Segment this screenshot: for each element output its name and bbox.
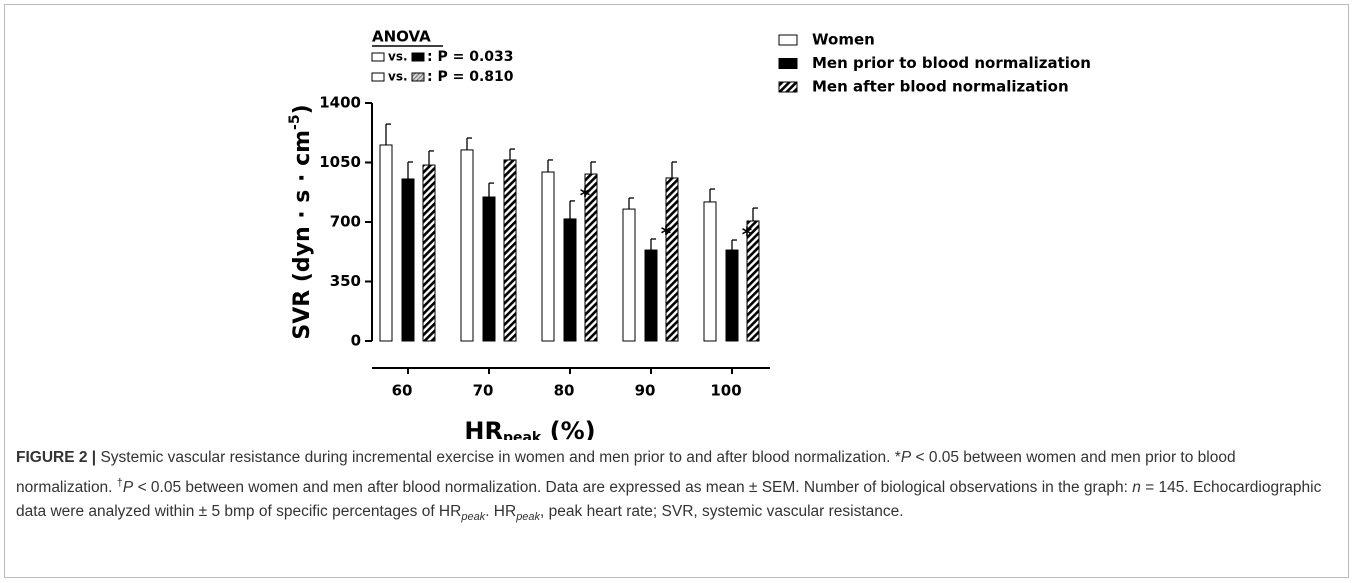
bar	[563, 218, 577, 342]
x-tick-label: 100	[710, 382, 741, 400]
legend-swatch	[778, 81, 798, 93]
y-axis-label-part: )	[290, 104, 315, 114]
anova-vs: vs.	[388, 50, 408, 64]
caption-label: FIGURE 2 |	[16, 449, 97, 466]
x-axis-label-part: peak	[503, 430, 542, 440]
anova-title: ANOVA	[372, 28, 431, 46]
caption-text: P	[122, 478, 134, 496]
anova-swatch	[371, 72, 385, 82]
legend-label: Men after blood normalization	[812, 78, 1069, 96]
y-tick-label: 350	[330, 272, 361, 290]
anova-swatch	[371, 52, 385, 62]
x-tick-label: 80	[554, 382, 575, 400]
caption-text: peak	[516, 511, 541, 524]
significance-marker: *	[661, 222, 672, 246]
y-tick-label: 0	[351, 332, 361, 350]
caption-text: = 145. Echocardiographic data were analy…	[16, 478, 1322, 521]
caption-text: < 0.05 between women and men after blood…	[133, 478, 1133, 496]
bar	[482, 196, 496, 342]
bar	[541, 171, 555, 342]
anova-swatch	[411, 52, 425, 62]
caption-text: , peak heart rate; SVR, systemic vascula…	[540, 503, 904, 521]
significance-marker: *	[742, 223, 753, 247]
bar	[584, 173, 598, 342]
bar	[703, 201, 717, 342]
y-tick-label: 700	[330, 213, 361, 231]
significance-marker: *	[580, 183, 591, 207]
bar	[622, 208, 636, 342]
caption-text: < 0.05 between women and men prior to bl…	[16, 449, 1236, 496]
y-tick-label: 1050	[319, 153, 361, 171]
y-tick-label: 1400	[319, 94, 361, 112]
bar	[401, 178, 415, 342]
x-tick-label: 60	[392, 382, 413, 400]
legend-swatch	[778, 58, 798, 69]
bar	[665, 177, 679, 342]
caption-text: . HR	[485, 503, 517, 521]
legend-label: Men prior to blood normalization	[812, 54, 1091, 72]
caption-text: peak	[461, 511, 486, 524]
bar	[746, 220, 760, 342]
y-axis-label-part: -5	[287, 114, 303, 130]
x-axis-label: HRpeak (%)	[464, 417, 595, 440]
bar	[422, 164, 436, 342]
anova-stat: : P = 0.810	[427, 69, 514, 85]
legend-label: Women	[812, 31, 875, 49]
legend-swatch	[778, 34, 798, 46]
x-axis-label-part: (%)	[541, 417, 595, 440]
caption-text: n	[1132, 478, 1141, 496]
bar	[460, 149, 474, 342]
bar	[725, 249, 739, 342]
bar	[379, 144, 393, 342]
caption-text: Systemic vascular resistance during incr…	[96, 449, 901, 466]
bar	[503, 159, 517, 342]
y-axis-label: SVR (dyn · s · cm-5)	[287, 104, 315, 339]
x-axis-label-part: HR	[464, 417, 503, 440]
anova-stat: : P = 0.033	[427, 49, 514, 65]
caption: FIGURE 2 | Systemic vascular resistance …	[16, 446, 1336, 530]
figure-frame	[4, 4, 1349, 578]
bar	[644, 249, 658, 342]
anova-vs: vs.	[388, 70, 408, 84]
x-tick-label: 90	[635, 382, 656, 400]
x-tick-label: 70	[473, 382, 494, 400]
caption-text: †	[116, 476, 123, 489]
y-axis-label-part: SVR (dyn · s · cm	[290, 130, 315, 340]
caption-text: P	[900, 449, 912, 466]
anova-swatch	[411, 72, 425, 82]
